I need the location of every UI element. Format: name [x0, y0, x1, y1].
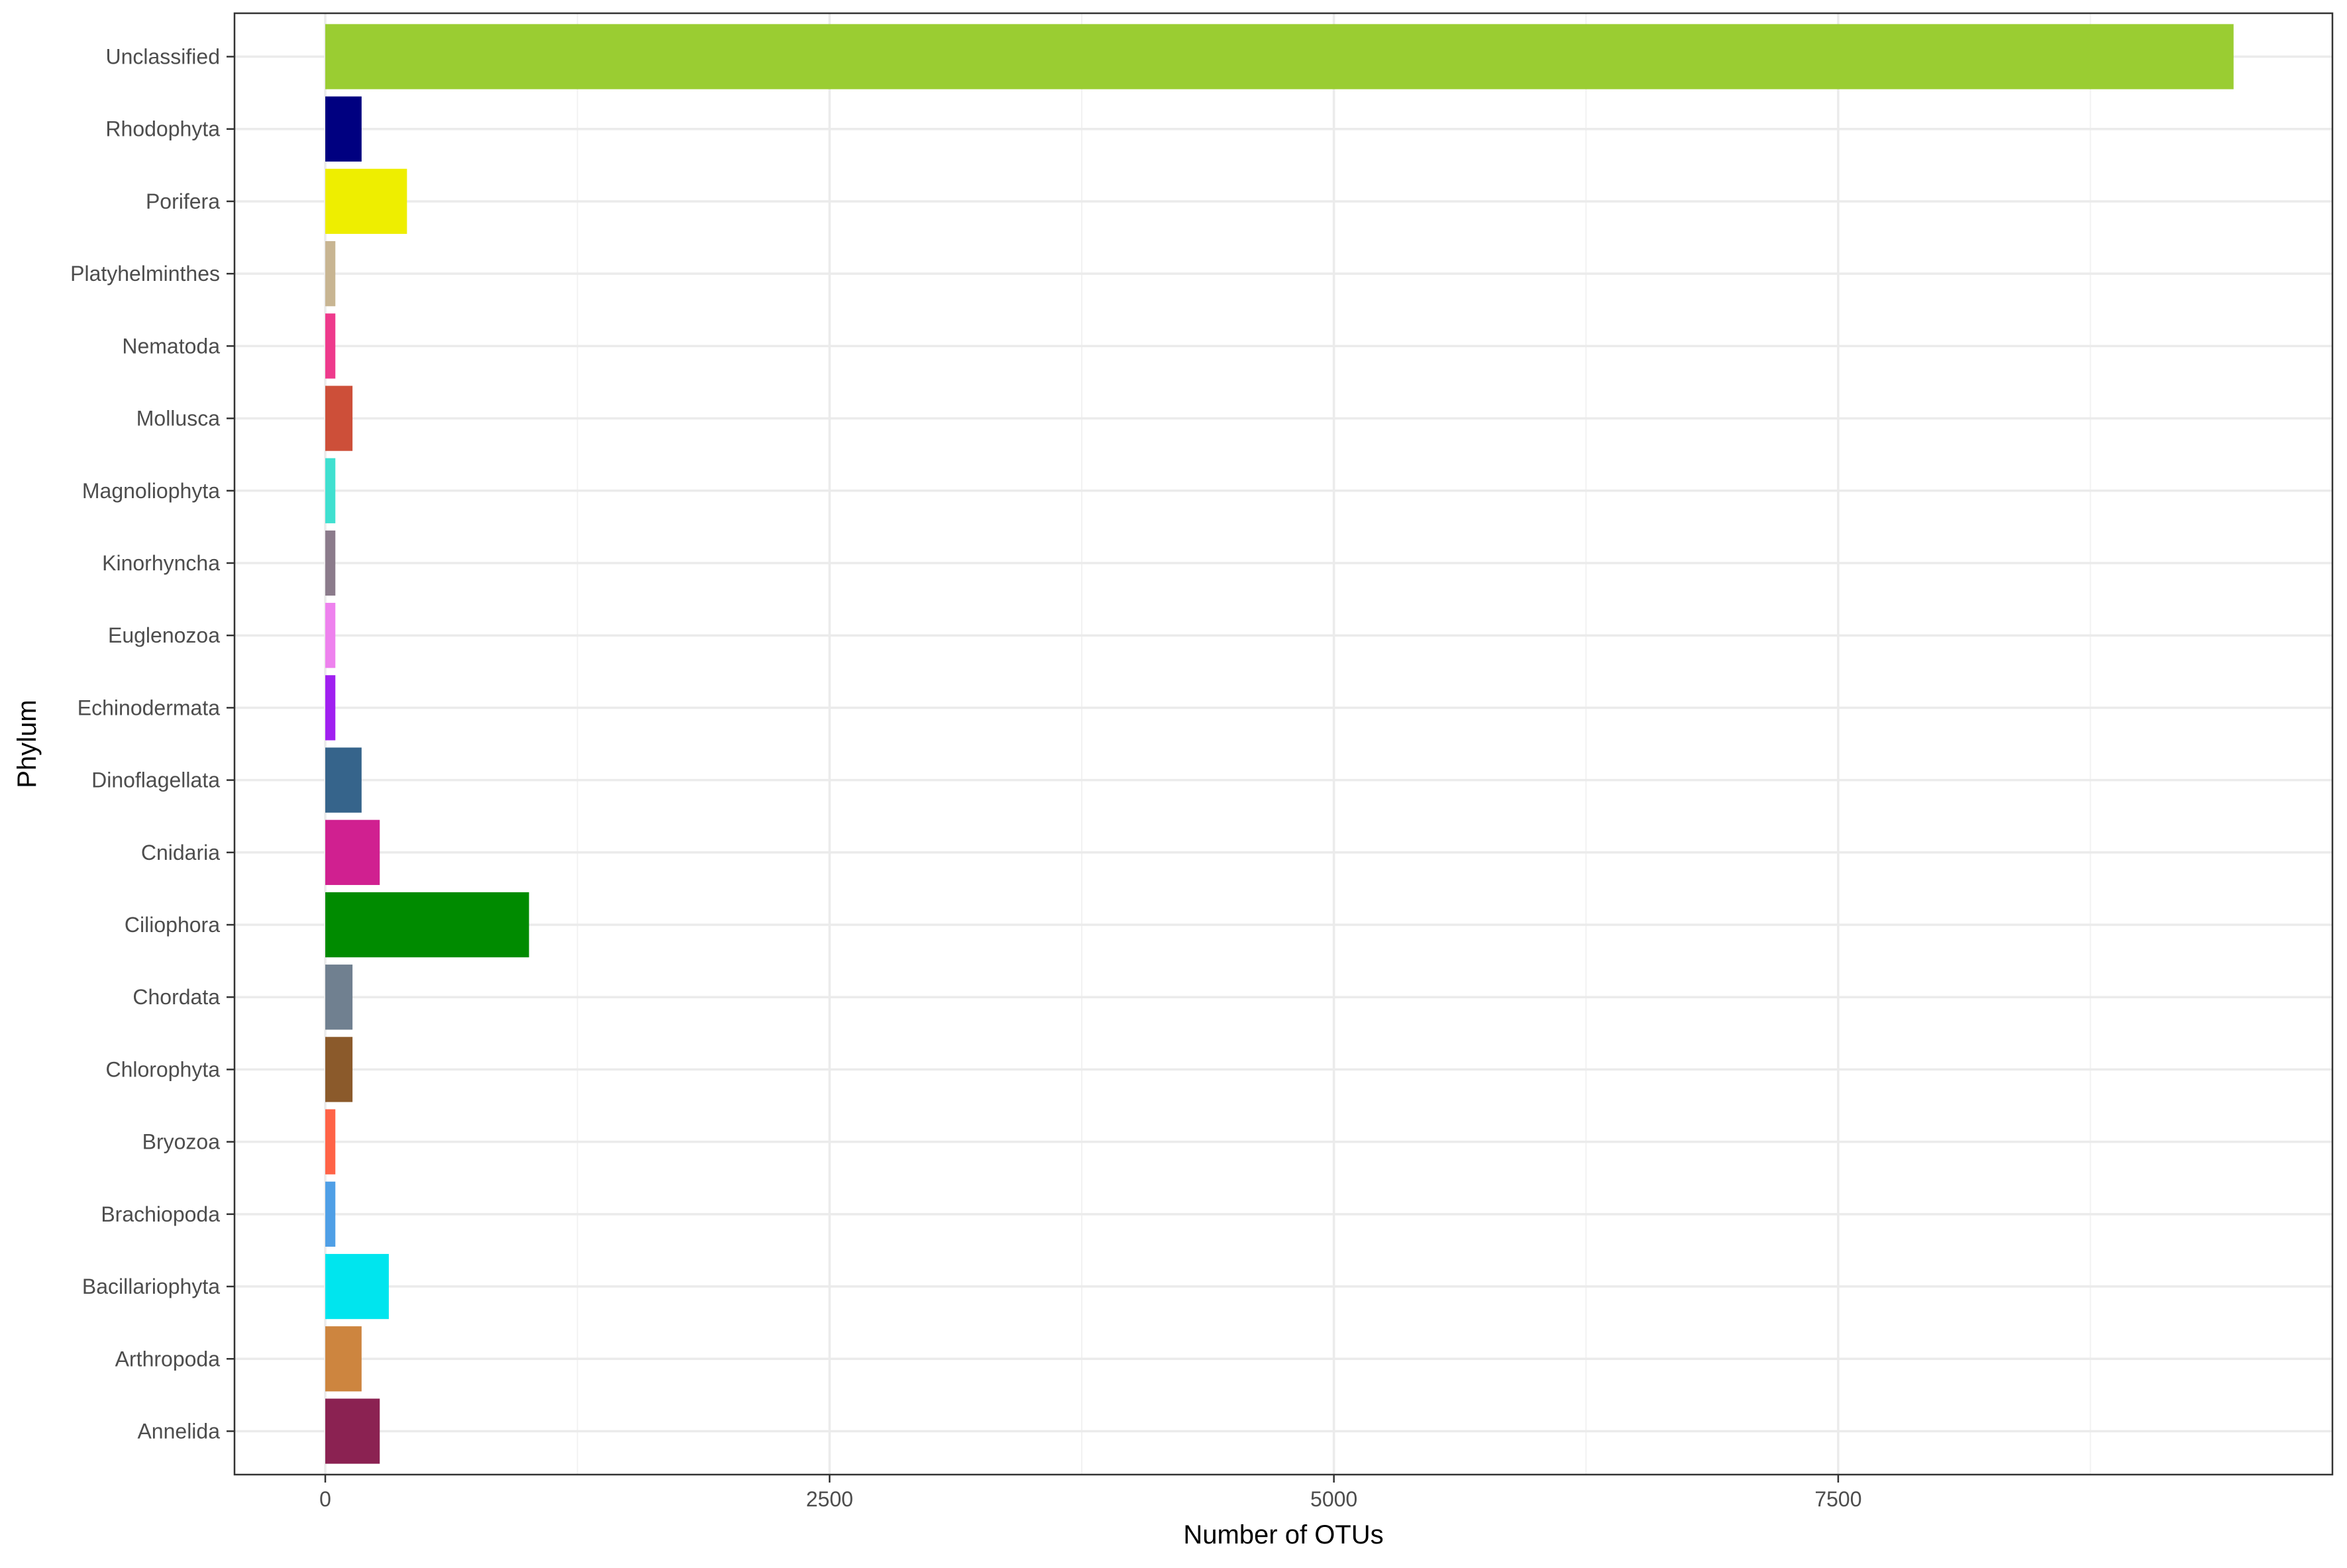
bar-bryozoa	[325, 1109, 336, 1175]
bar-chlorophyta	[325, 1037, 353, 1102]
bar-chordata	[325, 965, 353, 1030]
bar-echinodermata	[325, 675, 336, 741]
x-tick-label: 0	[319, 1487, 331, 1511]
grid-layer	[235, 13, 2332, 1475]
bar-ciliophora	[325, 892, 529, 958]
y-tick-label: Nematoda	[122, 334, 220, 358]
bar-arthropoda	[325, 1326, 362, 1392]
x-tick-label: 5000	[1310, 1487, 1357, 1511]
bar-kinorhyncha	[325, 530, 336, 596]
y-tick-label: Kinorhyncha	[102, 551, 220, 575]
x-axis-title: Number of OTUs	[1183, 1520, 1383, 1549]
bar-brachiopoda	[325, 1181, 336, 1247]
y-axis-title: Phylum	[13, 700, 42, 788]
panel-border	[233, 12, 2334, 1476]
bar-euglenozoa	[325, 603, 336, 668]
y-tick-label: Dinoflagellata	[91, 768, 220, 792]
y-tick-label: Euglenozoa	[108, 623, 220, 647]
bar-layer	[325, 24, 2234, 1464]
y-tick-label: Chlorophyta	[105, 1057, 220, 1081]
bar-magnoliophyta	[325, 458, 336, 523]
bar-cnidaria	[325, 819, 380, 885]
y-tick-label: Ciliophora	[125, 913, 220, 937]
y-tick-label: Bacillariophyta	[82, 1275, 220, 1298]
bar-dinoflagellata	[325, 747, 362, 813]
y-tick-label: Platyhelminthes	[70, 262, 220, 286]
y-tick-label: Mollusca	[136, 407, 220, 431]
y-tick-label: Cnidaria	[141, 841, 220, 864]
x-tick-label: 2500	[806, 1487, 853, 1511]
bar-nematoda	[325, 313, 336, 379]
y-tick-label: Echinodermata	[78, 696, 220, 719]
y-axis: Annelida Arthropoda Bacillariophyta Brachio…	[70, 45, 235, 1443]
y-tick-label: Brachiopoda	[101, 1202, 220, 1226]
bar-unclassified	[325, 24, 2234, 89]
y-tick-label: Porifera	[146, 189, 220, 213]
bar-porifera	[325, 168, 407, 235]
y-tick-label: Bryozoa	[142, 1130, 221, 1154]
y-tick-label: Arthropoda	[115, 1347, 221, 1371]
y-tick-label: Rhodophyta	[105, 117, 220, 141]
x-tick-label: 7500	[1814, 1487, 1861, 1511]
bar-mollusca	[325, 386, 353, 451]
y-tick-label: Annelida	[137, 1419, 220, 1443]
bar-rhodophyta	[325, 96, 362, 162]
bar-annelida	[325, 1398, 380, 1464]
bar-platyhelminthes	[325, 241, 336, 307]
y-tick-label: Unclassified	[105, 45, 220, 69]
bar-bacillariophyta	[325, 1253, 389, 1320]
x-axis: 0 2500 5000 7500	[319, 1475, 1862, 1511]
y-tick-label: Magnoliophyta	[82, 479, 220, 503]
y-tick-label: Chordata	[132, 985, 220, 1009]
